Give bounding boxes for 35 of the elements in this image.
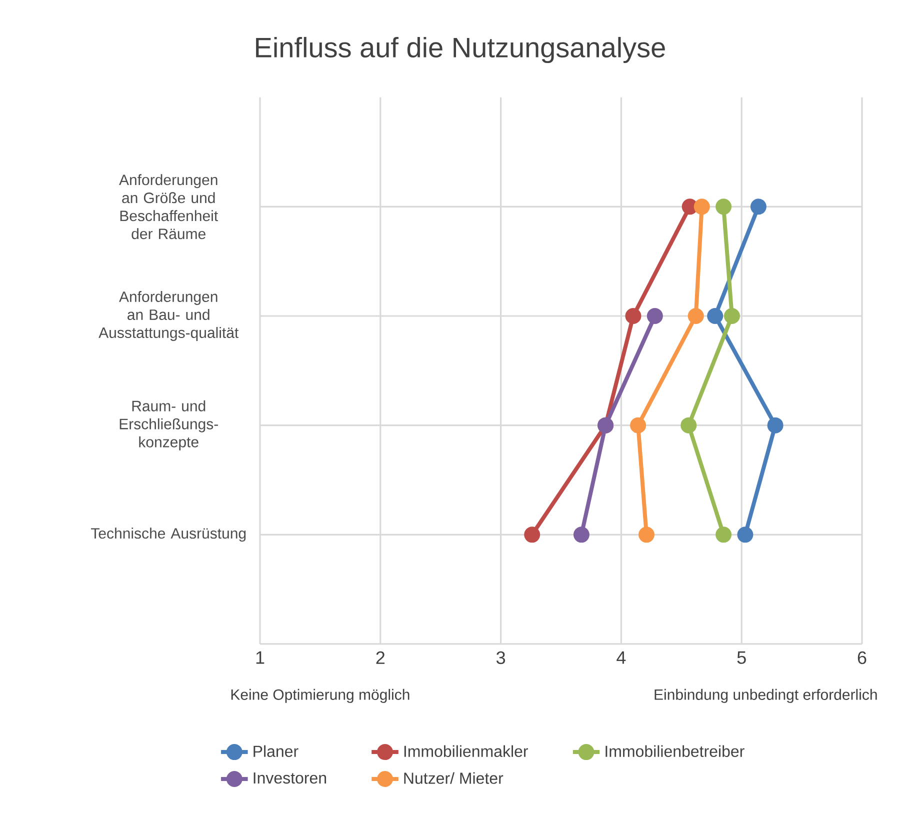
x-tick-label: 3 <box>496 651 506 664</box>
point <box>680 417 697 434</box>
point <box>682 198 698 215</box>
point <box>573 526 590 543</box>
point <box>716 198 732 215</box>
point <box>524 526 540 543</box>
point <box>688 308 704 324</box>
legend-label: Investoren <box>254 772 326 784</box>
x-tick-label: 6 <box>858 651 866 664</box>
x-tick-label: 1 <box>256 651 264 664</box>
y-tick-label: Anforderungen an Bau- und Ausstattungs-qualität <box>98 291 239 341</box>
x-tick-label: 2 <box>376 651 385 664</box>
legend-label: Planer <box>254 745 298 757</box>
y-tick-label: Anforderungen an Größe und Beschaffenheit der Räume <box>119 174 218 240</box>
point <box>638 526 654 543</box>
chart-title: Einfluss auf die Nutzungsanalyse <box>256 36 665 64</box>
text: Einbindung unbedingt erforderlich <box>654 688 877 703</box>
point <box>694 198 710 215</box>
legend-label: Immobilienbetreiber <box>606 745 744 757</box>
point <box>750 198 766 215</box>
y-tick-label: Technische Ausrüstung <box>91 528 246 542</box>
point <box>737 526 754 543</box>
point <box>630 417 646 434</box>
point <box>724 308 740 324</box>
legend-label: Nutzer/ Mieter <box>404 772 504 784</box>
x-tick-label: 5 <box>737 651 746 664</box>
point <box>707 308 724 324</box>
y-tick-label: Raum- und Erschließungs-konzepte <box>120 400 218 450</box>
legend-label: Immobilienmakler <box>404 745 528 757</box>
text: Keine Optimierung möglich <box>231 688 410 703</box>
point <box>625 308 642 324</box>
point <box>716 526 732 543</box>
x-tick-label: 4 <box>616 651 626 664</box>
point <box>646 308 663 324</box>
point <box>767 417 784 434</box>
